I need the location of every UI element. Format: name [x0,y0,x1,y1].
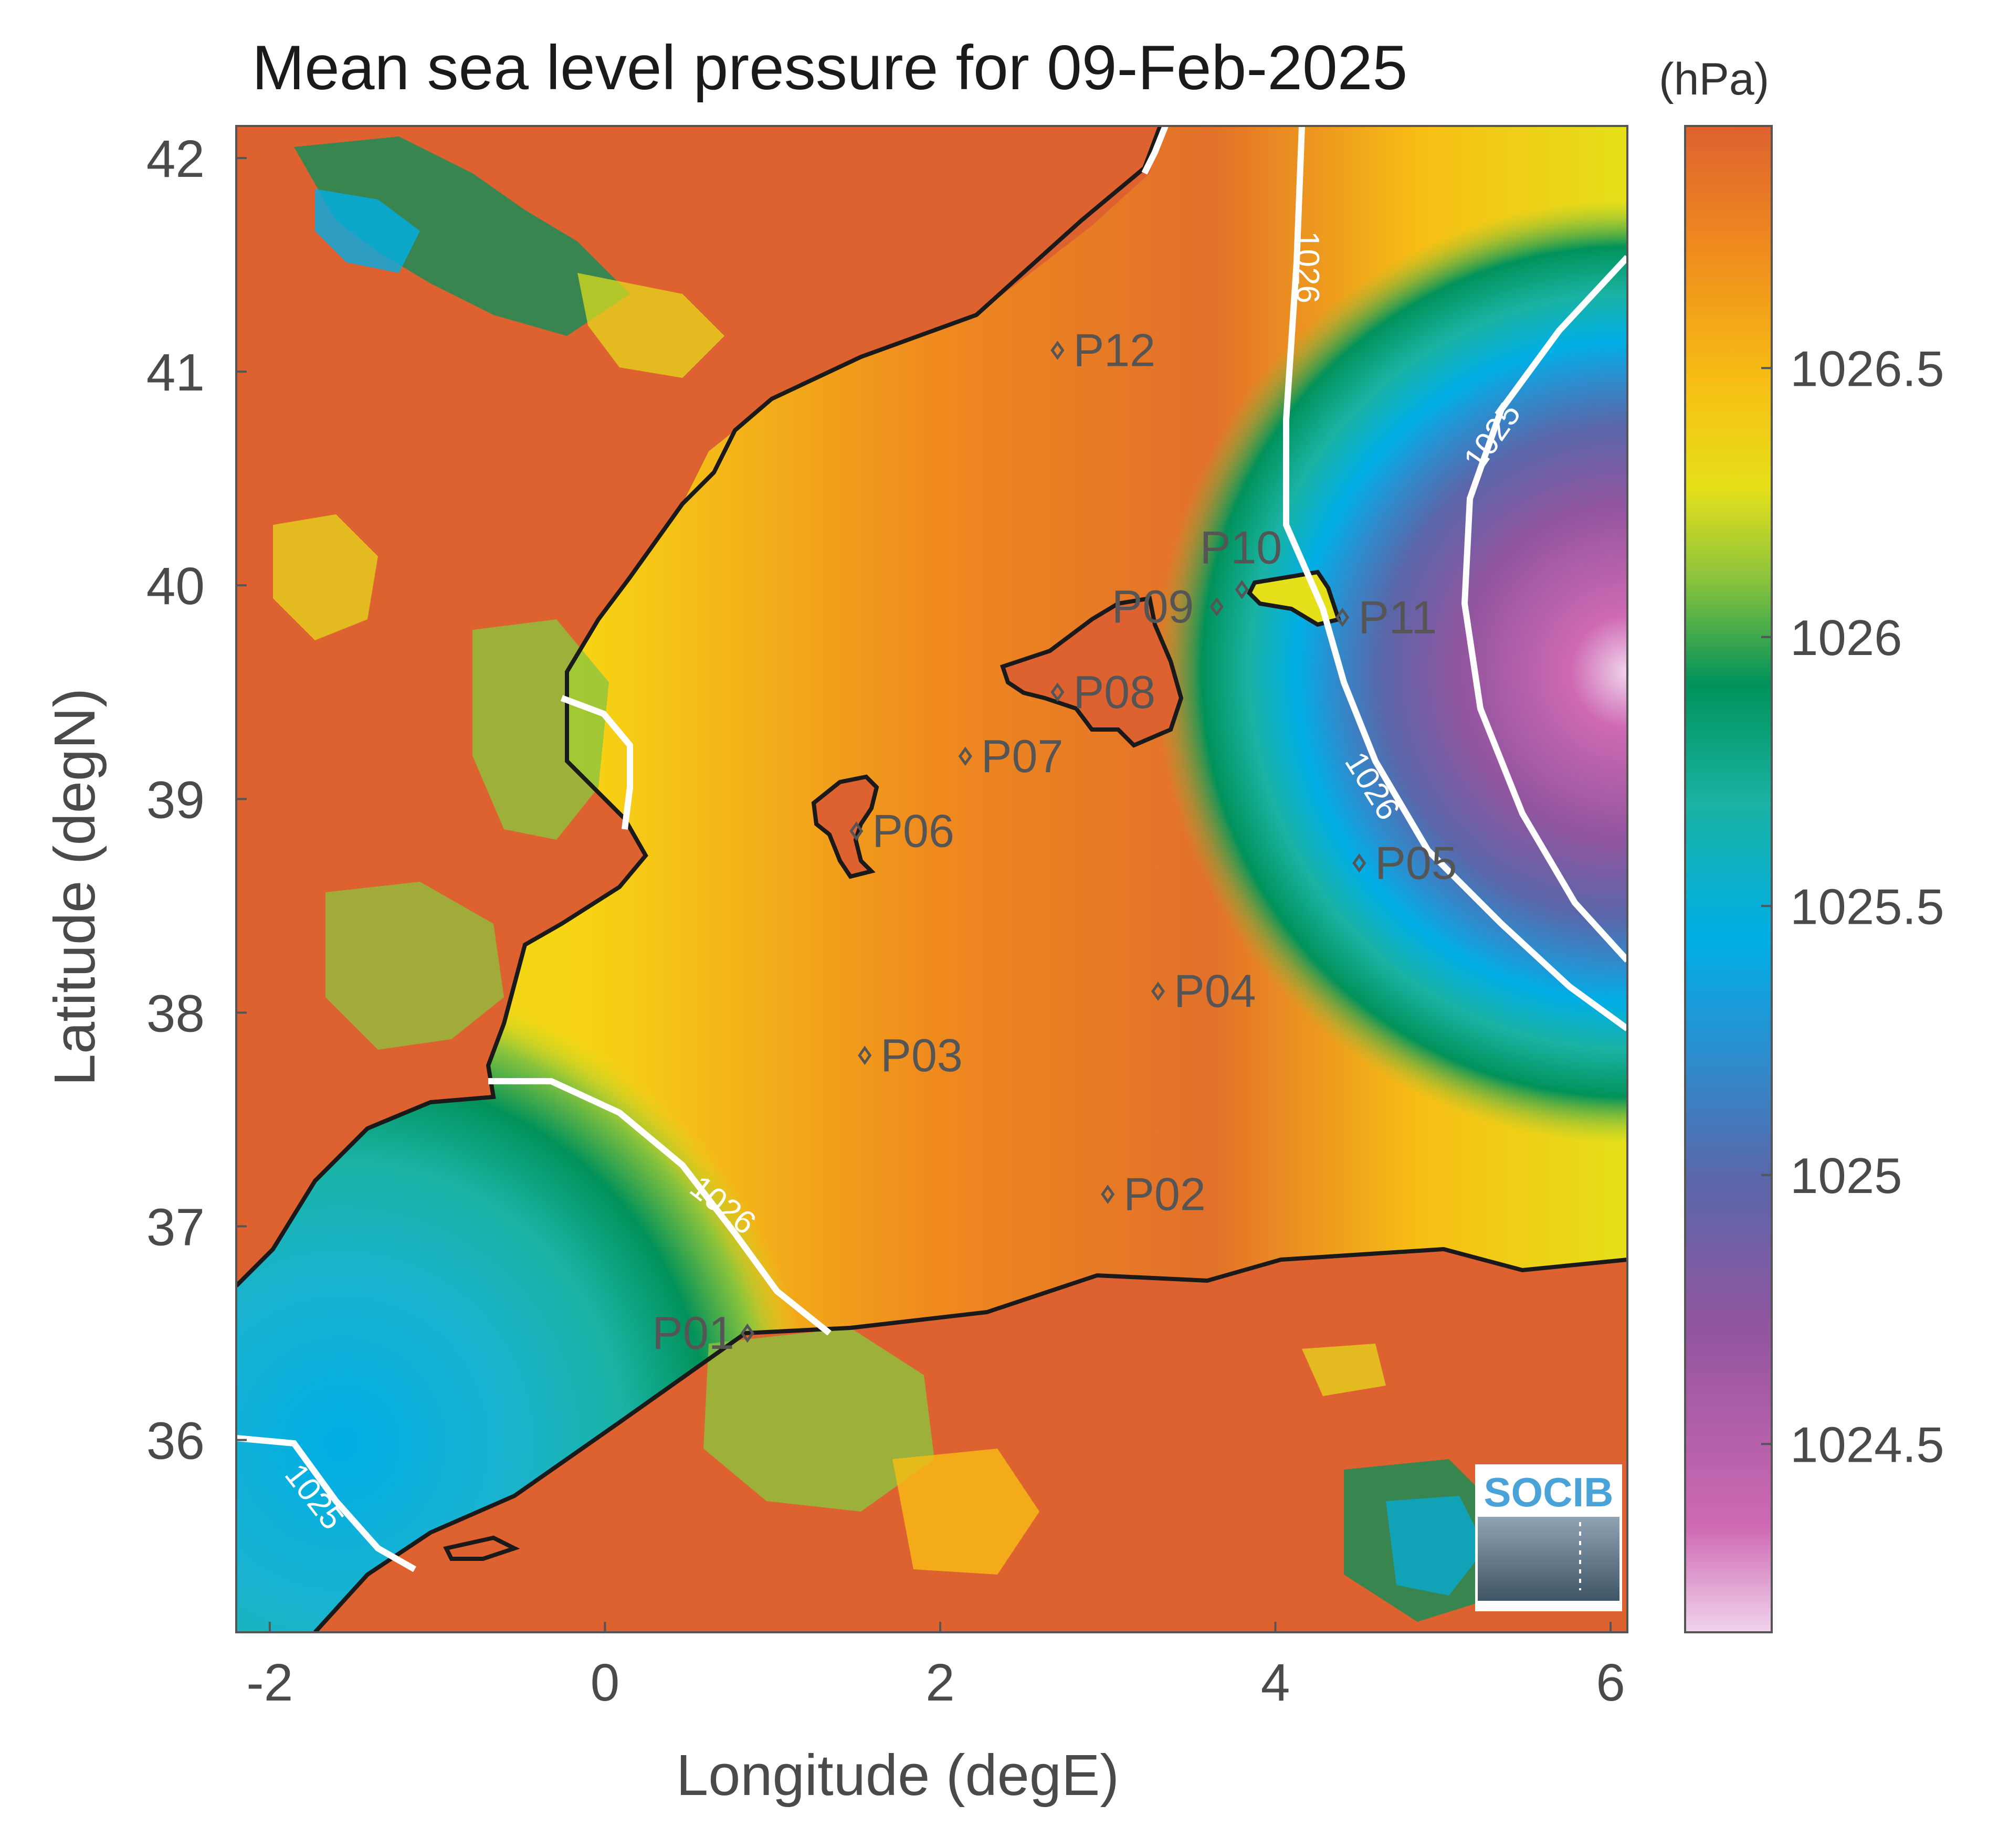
x-axis-label: Longitude (degE) [676,1743,1119,1808]
terrain-green-4 [703,1328,934,1512]
station-label: P09 [1112,580,1194,632]
terrain-yellow-1 [577,273,724,378]
socib-logo-text: SOCIB [1484,1469,1613,1515]
contour-1026-west [560,695,633,830]
map-title: Mean sea level pressure for 09-Feb-2025 [252,33,1407,103]
y-tick-label: 42 [146,130,205,188]
station-label: P11 [1358,591,1437,643]
colorbar-tick-label: 1025.5 [1790,879,1944,935]
contour-1026-south [488,1078,832,1336]
coastline-iberia [236,126,1162,1287]
terrain-blue-2 [1386,1496,1486,1596]
x-axis: -2 0 2 4 6 [246,1622,1625,1712]
y-tick-label: 39 [146,770,205,829]
station-marker[interactable] [1335,608,1350,627]
socib-logo-wave [1478,1517,1619,1601]
station-label: P08 [1073,666,1155,718]
station-marker[interactable] [1101,1185,1115,1204]
coastline-alboran [443,1535,520,1561]
x-tick-label: 0 [591,1653,620,1712]
station-label: P10 [1200,521,1282,573]
x-tick-label: 6 [1596,1653,1625,1712]
station-marker[interactable] [849,821,864,841]
colorbar-ticks: 1026.5 1026 1025.5 1025 1024.5 [1761,341,1944,1473]
station-marker[interactable] [1151,981,1165,1001]
station-marker[interactable] [740,1323,754,1343]
station-label: P02 [1123,1168,1206,1220]
station-marker[interactable] [858,1046,872,1065]
colorbar-tick-label: 1025 [1790,1148,1902,1204]
terrain-blue-1 [315,189,420,273]
y-axis: 42 41 40 39 38 37 36 [146,130,247,1471]
pressure-field [236,126,1627,1632]
station-marker[interactable] [958,746,972,766]
station-label: P06 [872,805,954,857]
colorbar-tick-label: 1026.5 [1790,341,1944,397]
station-label: P07 [981,730,1064,782]
land-africa [315,1249,1627,1632]
station-label: P03 [880,1029,963,1081]
terrain-yellow-2 [273,514,378,640]
colorbar-scale [1684,125,1773,1633]
x-tick-label: -2 [246,1653,293,1712]
station-marker[interactable] [1209,597,1224,617]
x-tick-label: 2 [925,1653,955,1712]
terrain-yellow-4 [892,1449,1039,1575]
x-tick-label: 4 [1261,1653,1290,1712]
y-tick-label: 41 [146,343,205,402]
coastline-africa [313,1247,1627,1632]
terrain-green-1 [294,136,630,336]
colorbar-unit: (hPa) [1659,54,1769,104]
station-marker[interactable] [1050,682,1065,702]
terrain-green-2 [472,619,609,840]
y-tick-label: 36 [146,1412,205,1471]
contour-1026-ne [1141,126,1169,175]
station-label: P12 [1073,324,1155,376]
station-label: P05 [1375,837,1457,889]
station-marker[interactable] [1050,341,1065,360]
station-label: P04 [1174,965,1256,1017]
y-axis-label: Latitude (degN) [43,688,107,1086]
contour-1026-north [1283,126,1627,1031]
station-label: P01 [652,1307,734,1359]
plot-frame [235,125,1628,1633]
contour-1025-southwest [236,1435,416,1572]
colorbar-tick-label: 1026 [1790,610,1902,666]
station-marker[interactable] [1352,853,1366,873]
contour-label: 1026 [1289,231,1326,303]
colorbar-tick-label: 1024.5 [1790,1417,1944,1473]
y-tick-label: 37 [146,1198,205,1257]
island-mallorca [1000,596,1184,748]
terrain-green-3 [325,882,504,1050]
socib-logo: SOCIB [1475,1464,1622,1611]
station-marker[interactable] [1235,580,1249,599]
contour-1025-east [1461,255,1627,963]
terrain-yellow-3 [1302,1344,1386,1396]
y-tick-label: 38 [146,984,205,1043]
colorbar: 1026.5 1026 1025.5 1025 1024.5 [1684,125,1944,1633]
y-tick-label: 40 [146,557,205,616]
island-ibiza [811,774,879,879]
